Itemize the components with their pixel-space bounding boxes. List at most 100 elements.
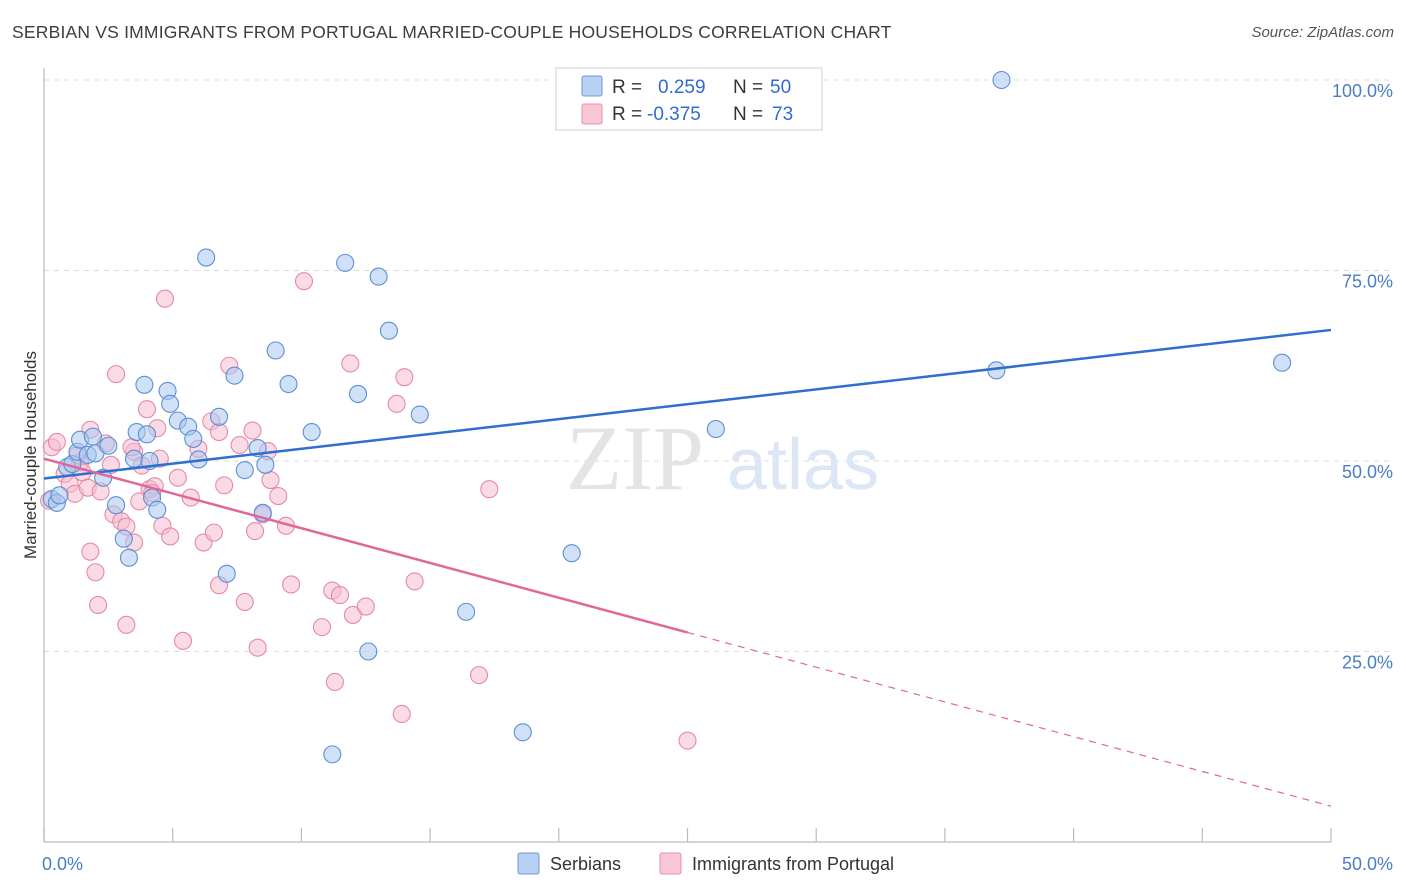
- portugal-point-45: [246, 522, 265, 541]
- portugal-point-31: [161, 527, 180, 546]
- y-tick-label-25: 25.0%: [1342, 653, 1393, 673]
- serbians-point-51: [1273, 353, 1292, 372]
- watermark: ZIP atlas: [566, 407, 879, 509]
- portugal-point-69: [269, 487, 288, 506]
- portugal-point-55: [325, 672, 344, 692]
- portugal-point-44: [243, 421, 262, 440]
- portugal-point-46: [248, 638, 267, 657]
- y-tick-label-100: 100.0%: [1332, 81, 1393, 101]
- serbians-point-12: [107, 496, 126, 515]
- series-legend: Serbians Immigrants from Portugal: [517, 852, 894, 875]
- portugal-point-52: [294, 272, 314, 291]
- serbians-point-18: [137, 425, 157, 444]
- serbians-point-8: [83, 427, 102, 446]
- serbians-point-13: [114, 529, 133, 548]
- serbians-point-14: [119, 548, 138, 567]
- serbians-point-28: [197, 248, 216, 267]
- portugal-point-59: [356, 597, 375, 616]
- serbians-point-45: [457, 602, 476, 621]
- portugal-point-24: [137, 400, 157, 419]
- serbians-point-48: [706, 419, 725, 439]
- portugal-point-10: [81, 542, 100, 561]
- serbians-point-47: [562, 544, 581, 563]
- trend-lines: [43, 328, 1332, 807]
- portugal-point-64: [469, 666, 489, 685]
- serbians-point-44: [410, 405, 429, 424]
- serbians-point-32: [235, 461, 254, 480]
- serbians-point-37: [279, 374, 298, 394]
- bottom-legend-label-portugal: Immigrants from Portugal: [692, 854, 894, 874]
- legend-r-label-serbians: R =: [612, 77, 642, 98]
- portugal-point-57: [341, 354, 360, 373]
- y-tick-labels: 25.0% 50.0% 75.0% 100.0%: [1332, 81, 1393, 673]
- serbians-point-46: [513, 723, 532, 742]
- legend-swatch-portugal: [581, 103, 603, 125]
- portugal-point-65: [480, 480, 499, 499]
- trend-line-portugal-solid: [43, 457, 688, 634]
- portugal-point-11: [86, 563, 105, 582]
- portugal-point-12: [89, 595, 108, 615]
- chart-title: SERBIAN VS IMMIGRANTS FROM PORTUGAL MARR…: [12, 22, 892, 42]
- portugal-point-51: [282, 575, 301, 594]
- trend-line-serbians: [43, 328, 1332, 480]
- serbians-point-21: [148, 500, 167, 519]
- axes: [43, 68, 1332, 843]
- serbians-point-50: [992, 70, 1011, 90]
- portugal-point-61: [392, 704, 411, 724]
- y-axis-title: Married-couple Households: [21, 351, 40, 559]
- portugal-point-56: [330, 586, 350, 605]
- portugal-point-66: [678, 731, 697, 750]
- serbians-point-11: [99, 436, 118, 455]
- x-tick-label-min: 0.0%: [42, 854, 83, 874]
- portugal-point-49: [261, 470, 280, 490]
- serbians-point-35: [256, 455, 275, 474]
- portugal-point-30: [155, 289, 175, 308]
- series-portugal-points: [40, 272, 697, 750]
- portugal-point-40: [215, 476, 234, 495]
- legend-n-value-serbians: 50: [770, 77, 791, 98]
- serbians-point-36: [266, 341, 285, 360]
- watermark-atlas: atlas: [727, 425, 879, 505]
- portugal-point-2: [47, 432, 66, 452]
- portugal-point-62: [395, 368, 414, 387]
- serbians-point-38: [302, 422, 321, 442]
- bottom-legend-swatch-serbians: [517, 852, 540, 875]
- portugal-point-16: [107, 365, 126, 384]
- serbians-point-41: [359, 642, 378, 661]
- serbians-point-43: [379, 321, 398, 340]
- serbians-point-2: [50, 486, 69, 505]
- legend-r-value-portugal: -0.375: [647, 104, 701, 125]
- serbians-point-39: [336, 253, 355, 272]
- stats-legend: R = 0.259 N = 50 R = -0.375 N = 73: [555, 67, 823, 131]
- portugal-point-19: [117, 615, 136, 634]
- watermark-zip: ZIP: [566, 407, 704, 509]
- portugal-point-43: [235, 592, 254, 612]
- legend-r-label-portugal: R =: [612, 104, 642, 125]
- legend-n-value-portugal: 73: [772, 104, 793, 125]
- bottom-legend-label-serbians: Serbians: [550, 854, 621, 874]
- portugal-point-38: [204, 523, 223, 542]
- serbians-point-30: [217, 564, 236, 583]
- portugal-point-33: [173, 631, 193, 650]
- legend-swatch-serbians: [581, 75, 603, 97]
- bottom-legend-swatch-portugal: [659, 852, 682, 875]
- serbians-point-52: [323, 745, 342, 764]
- legend-r-value-serbians: 0.259: [658, 77, 706, 98]
- gridlines: [44, 79, 1392, 652]
- portugal-point-58: [343, 605, 362, 624]
- source-credit: Source: ZipAtlas.com: [1251, 24, 1394, 41]
- portugal-point-42: [230, 435, 249, 455]
- serbians-point-42: [369, 267, 388, 286]
- portugal-point-32: [168, 468, 187, 487]
- serbians-point-40: [348, 384, 368, 403]
- portugal-point-60: [387, 394, 406, 413]
- legend-n-label-serbians: N =: [733, 77, 763, 98]
- x-axis-ticks: [43, 828, 1332, 842]
- serbians-point-23: [161, 394, 180, 413]
- portugal-point-53: [312, 618, 332, 637]
- y-tick-label-50: 50.0%: [1342, 462, 1393, 482]
- serbians-point-29: [209, 407, 229, 426]
- portugal-point-63: [405, 572, 424, 591]
- portugal-point-39: [209, 422, 229, 442]
